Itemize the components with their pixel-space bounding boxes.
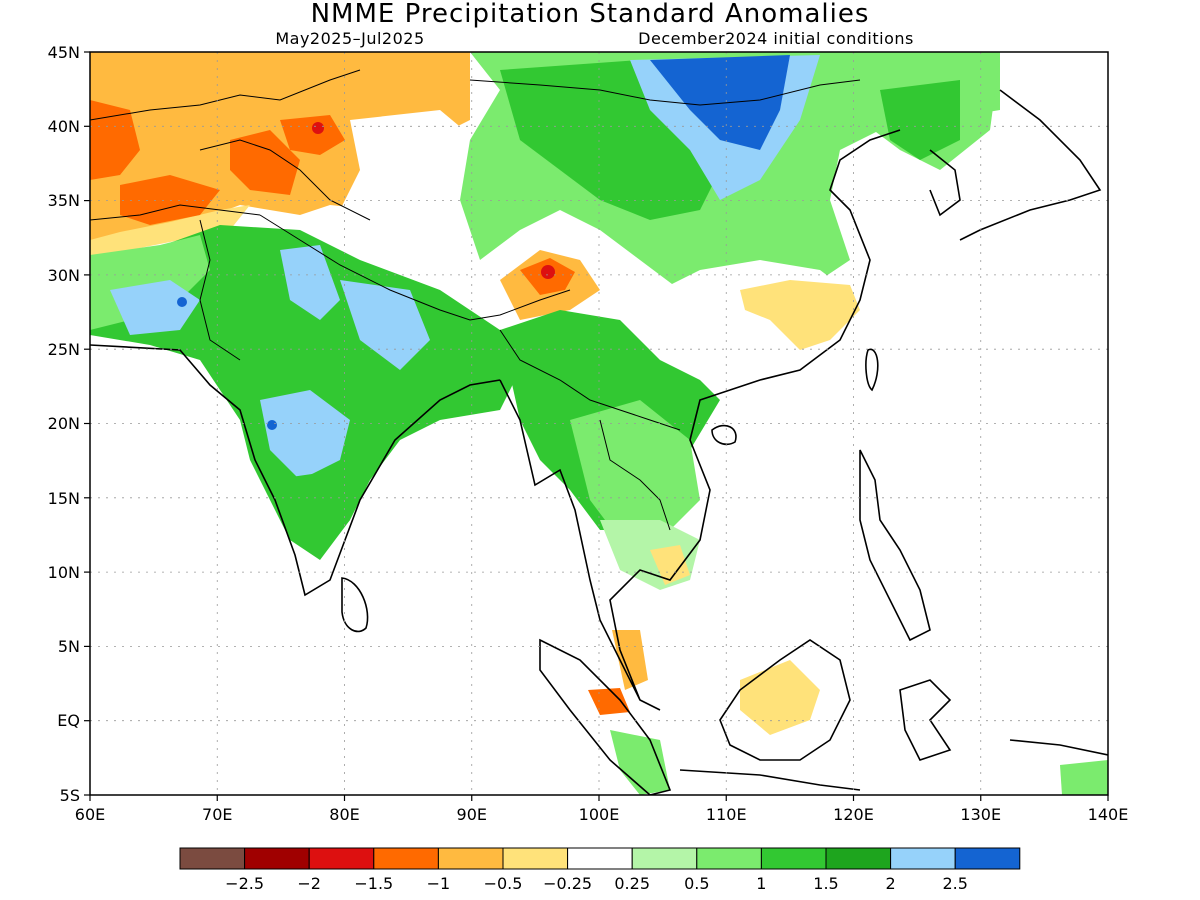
colorbar-label: −2	[297, 874, 321, 893]
y-tick-label: 30N	[48, 266, 80, 285]
colorbar-label: 2.5	[942, 874, 967, 893]
light-wet-indochina	[570, 400, 700, 540]
coastline-korea-japan	[929, 89, 1102, 241]
coastline-borneo	[719, 639, 851, 761]
colorbar-swatch	[954, 847, 1021, 870]
colorbar-label: −2.5	[225, 874, 264, 893]
coastline-philippines	[859, 449, 931, 642]
very-wet-northeast	[880, 80, 960, 160]
dry-malaya	[612, 630, 648, 690]
wet-new-guinea	[1060, 760, 1108, 795]
colorbar-swatch	[825, 847, 892, 870]
blue-pakistan	[110, 280, 200, 335]
colorbar-label: −1.5	[354, 874, 393, 893]
colorbar-swatch	[179, 847, 246, 870]
dark-blue-spot-india	[267, 420, 277, 430]
colorbar-label: 0.5	[684, 874, 709, 893]
coastline-java	[679, 769, 861, 791]
x-tick-label: 110E	[706, 805, 747, 824]
colorbar-label: 2	[886, 874, 896, 893]
y-tick-label: EQ	[57, 711, 80, 730]
border-central-asia	[90, 69, 371, 221]
coastline-sulawesi	[899, 679, 952, 761]
colorbar-swatch	[244, 847, 310, 870]
colorbar-swatch	[760, 847, 827, 870]
moderate-dry-karakoram	[230, 130, 300, 195]
colorbar-label: −0.25	[543, 874, 592, 893]
wet-sumatra-south	[610, 730, 670, 795]
moderate-dry-core-central	[120, 175, 220, 225]
colorbar-swatch	[308, 847, 375, 870]
y-tick-label: 5S	[60, 786, 80, 805]
x-tick-label: 130E	[960, 805, 1001, 824]
dark-blue-spot-pakistan	[177, 297, 187, 307]
slight-dry-indochina	[650, 545, 690, 585]
x-tick-label: 120E	[833, 805, 874, 824]
slightly-dry-band	[90, 205, 250, 258]
dry-core-eastern-himalaya	[541, 265, 555, 279]
border-southeast-asia	[499, 329, 681, 531]
dry-core-dot	[312, 122, 324, 134]
y-tick-label: 45N	[48, 43, 80, 62]
map-plot-area	[90, 52, 1108, 795]
colorbar-swatch	[437, 847, 504, 870]
y-tick-label: 15N	[48, 489, 80, 508]
coastline-sumatra	[539, 638, 672, 795]
y-tick-label: 25N	[48, 340, 80, 359]
neutral-band-tibet	[340, 110, 470, 230]
border-himalaya	[259, 214, 571, 321]
moderate-dry-core-west	[90, 100, 140, 180]
map-title: NMME Precipitation Standard Anomalies	[311, 0, 870, 29]
coastlines	[90, 89, 1108, 795]
blue-india-north	[280, 245, 340, 320]
subtitle-period: May2025–Jul2025	[275, 29, 424, 48]
y-tick-label: 10N	[48, 563, 80, 582]
coastline-new-guinea	[1009, 739, 1108, 756]
blue-deccan	[260, 390, 350, 480]
x-tick-label: 100E	[579, 805, 620, 824]
colorbar-label: 0.25	[614, 874, 650, 893]
dry-borneo	[740, 660, 820, 735]
x-tick-label: 60E	[75, 805, 105, 824]
tick-marks	[84, 51, 1109, 801]
border-china-mongolia	[469, 79, 861, 106]
y-tick-label: 20N	[48, 414, 80, 433]
coastline-india	[90, 344, 501, 597]
moderate-dry-tarim	[280, 115, 345, 155]
dry-sumatra	[588, 688, 630, 715]
x-tick-label: 70E	[202, 805, 232, 824]
colorbar-swatch	[696, 847, 762, 870]
colorbar-label: 1	[756, 874, 766, 893]
colorbar-swatch	[373, 847, 439, 870]
y-tick-label: 5N	[58, 637, 80, 656]
colorbar-swatch	[502, 847, 569, 870]
colorbar: −2.5 −2 −1.5 −1 −0.5 −0.25 0.25 0.5 1 1.5 2 2.5	[179, 847, 1021, 893]
wet-india-south	[270, 470, 350, 555]
blue-ganges	[340, 280, 430, 370]
y-tick-label: 35N	[48, 191, 80, 210]
coastline-hainan	[711, 424, 737, 446]
country-borders	[90, 69, 861, 531]
border-pakistan-india	[199, 219, 241, 361]
slightly-dry-south-china	[740, 280, 860, 350]
latitude-labels: 45N 40N 35N 30N 25N 20N 15N 10N 5N EQ 5S	[48, 43, 80, 805]
graticule	[90, 52, 1108, 795]
longitude-labels: 60E 70E 80E 90E 100E 110E 120E 130E 140E	[75, 805, 1129, 824]
colorbar-label: 1.5	[813, 874, 838, 893]
x-tick-label: 140E	[1088, 805, 1129, 824]
y-tick-label: 40N	[48, 117, 80, 136]
x-tick-label: 80E	[329, 805, 359, 824]
colorbar-label: −1	[427, 874, 451, 893]
subtitle-initial-conditions: December2024 initial conditions	[638, 29, 914, 48]
coastline-taiwan	[865, 348, 879, 392]
colorbar-swatch	[631, 847, 698, 870]
x-tick-label: 90E	[457, 805, 487, 824]
coastline-indochina	[499, 129, 901, 711]
colorbar-swatch	[567, 847, 633, 870]
colorbar-swatch	[890, 847, 956, 870]
colorbar-label: −0.5	[484, 874, 523, 893]
anomaly-shading	[90, 52, 1108, 795]
